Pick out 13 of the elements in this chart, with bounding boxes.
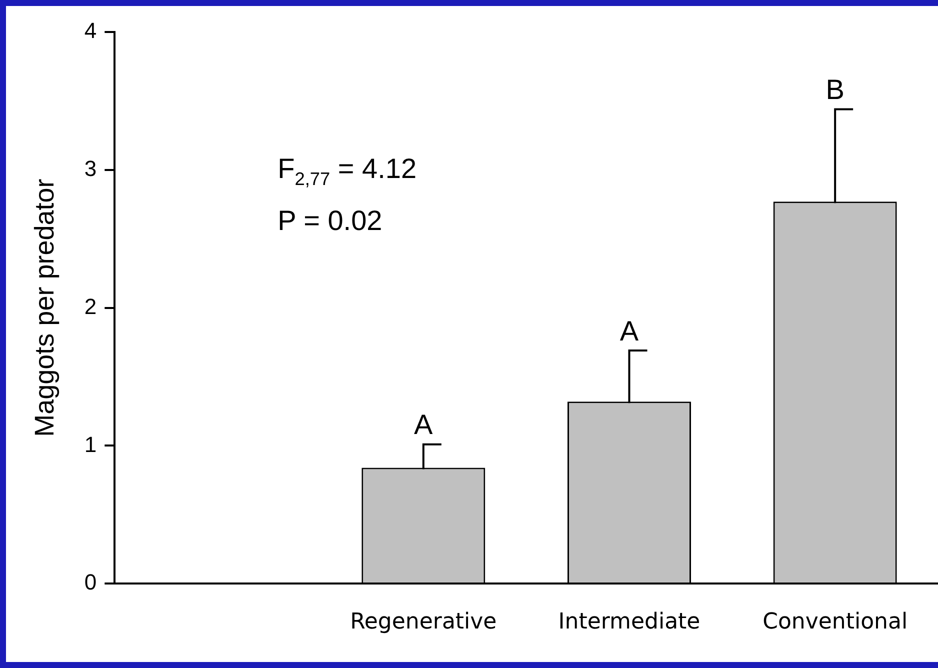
x-tick-label: Conventional — [762, 610, 908, 635]
y-tick-label: 2 — [84, 294, 97, 319]
x-tick-label: Regenerative — [350, 610, 497, 635]
annotation: B — [826, 74, 844, 105]
annotation: P = 0.02 — [278, 205, 382, 236]
annotation: A — [414, 409, 434, 440]
y-tick-label: 0 — [84, 570, 97, 595]
y-tick-label: 3 — [84, 156, 97, 181]
y-axis-title: Maggots per predator — [30, 178, 60, 437]
x-tick-label: Intermediate — [558, 610, 700, 635]
y-tick-label: 1 — [84, 432, 97, 457]
y-tick-label: 4 — [84, 18, 97, 44]
annotation: A — [620, 315, 639, 346]
